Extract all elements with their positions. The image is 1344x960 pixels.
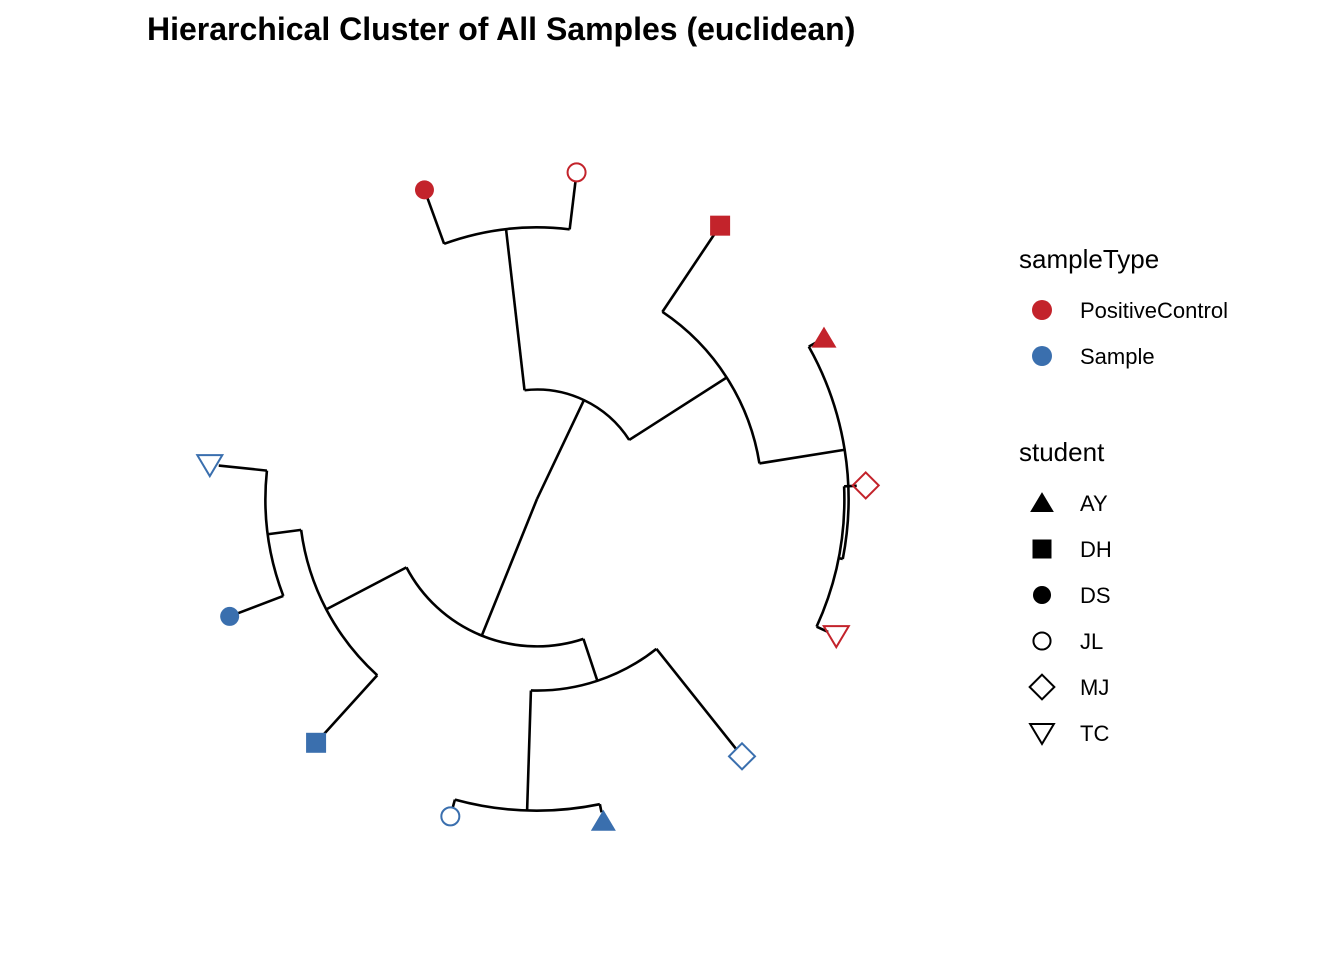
arc-n_s_ds_tc [264,470,285,597]
legend-label-positivecontrol: PositiveControl [1080,298,1228,323]
branch-n_s_ay_jl [525,690,533,811]
legend-shape-dh [1032,539,1052,559]
legend: sampleType PositiveControl Sample studen… [1019,244,1228,746]
legend-shape-jl [1032,631,1052,651]
branch-n_pc_ay_mjtc [759,448,845,465]
leaf-marker-s-mj [727,741,757,771]
legend-label-mj: MJ [1080,675,1109,700]
branch-n_pc [535,399,586,500]
legend-shape-tc [1028,722,1056,746]
branch-n_pc_jl_ds [504,229,526,391]
legend-shape-ds [1032,585,1052,605]
legend-shape-swatches [1028,492,1056,746]
branch-n_pc_dh_rest [628,376,728,442]
leaf-marker-s-dh [306,732,327,753]
arc-n_s_mj_ayjl [530,647,658,692]
leaf-marker-pc-jl [566,162,587,183]
branch-n_s [480,498,539,637]
legend-title-sampletype: sampleType [1019,244,1159,274]
branch-S_DS [237,594,284,615]
leaf-marker-pc-mj [851,471,881,500]
legend-label-ds: DS [1080,583,1111,608]
branch-n_s_dh_dstc [325,566,408,611]
arc-n_pc_mj_tc [815,486,846,628]
branch-PC_DH [661,232,717,313]
dendrogram-tree [218,181,857,813]
legend-title-student: student [1019,437,1105,467]
branch-S_AY [598,803,603,813]
arc-n_s [405,566,584,648]
branch-n_pc_mj_tc [838,556,844,561]
branch-n_s_mj_ayjl [582,638,599,682]
legend-label-dh: DH [1080,537,1112,562]
branch-S_DH [321,674,379,738]
leaf-marker-s-ay [590,809,616,831]
arc-n_s_ay_jl [454,798,601,812]
branch-S_JL [451,799,457,809]
branch-n_s_ds_tc [267,528,302,536]
branch-PC_MJ [844,484,857,488]
legend-label-tc: TC [1080,721,1109,746]
leaf-marker-pc-ay [811,326,837,348]
chart-title: Hierarchical Cluster of All Samples (euc… [147,11,855,47]
leaf-marker-pc-tc [822,625,851,650]
legend-label-ay: AY [1080,491,1108,516]
leaf-marker-pc-ds [414,180,434,200]
arc-n_pc_jl_ds [443,226,570,246]
legend-swatch-positivecontrol [1032,300,1052,320]
legend-swatch-sample [1032,346,1052,366]
legend-shape-mj [1028,673,1056,701]
leaf-marker-s-tc [195,454,225,479]
leaf-marker-s-jl [440,806,461,827]
legend-shape-ay [1030,492,1054,513]
legend-label-sample: Sample [1080,344,1155,369]
leaf-marker-pc-dh [710,215,731,236]
branch-PC_JL [568,181,577,230]
leaf-marker-s-ds [220,606,240,626]
branch-S_MJ [655,648,738,751]
branch-PC_DS [426,197,446,245]
legend-label-jl: JL [1080,629,1103,654]
leaf-markers [195,162,881,831]
branch-S_TC [218,464,268,472]
